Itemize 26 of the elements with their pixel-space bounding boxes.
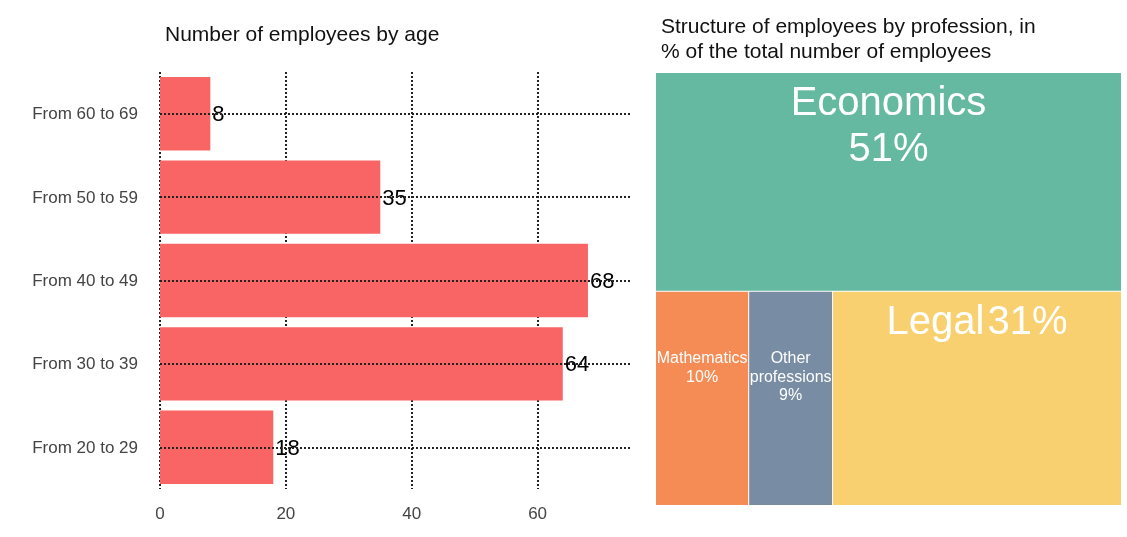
category-label: Other professions xyxy=(749,349,832,385)
bar xyxy=(160,243,588,318)
category-label: Legal xyxy=(886,297,985,342)
data-label: 9% xyxy=(779,386,803,404)
data-label: 18 xyxy=(275,434,300,460)
data-label: 64 xyxy=(564,351,590,377)
x-tick-label: 60 xyxy=(528,504,548,523)
x-tick-label: 0 xyxy=(155,504,165,523)
bar xyxy=(160,410,274,484)
bar xyxy=(160,160,381,234)
data-label: 10% xyxy=(686,367,719,385)
category-label: Economics xyxy=(790,79,987,123)
text: Structure of employees by profession, in % of the total number of employees xyxy=(661,14,1036,62)
chart-title: Number of employees by age xyxy=(165,22,440,45)
y-tick-label: From 30 to 39 xyxy=(32,354,138,374)
data-label: 51% xyxy=(848,125,929,169)
data-label: 31% xyxy=(987,297,1068,342)
y-tick-label: From 60 to 69 xyxy=(32,104,138,124)
y-tick-label: From 20 to 29 xyxy=(32,437,138,457)
category-label: Mathematics xyxy=(656,349,748,367)
bar xyxy=(160,327,563,401)
bar xyxy=(160,77,211,151)
x-tick-label: 40 xyxy=(402,504,422,523)
x-tick-label: 20 xyxy=(276,504,296,523)
y-tick-label: From 50 to 59 xyxy=(32,187,138,207)
y-tick-label: From 40 to 49 xyxy=(32,271,138,290)
